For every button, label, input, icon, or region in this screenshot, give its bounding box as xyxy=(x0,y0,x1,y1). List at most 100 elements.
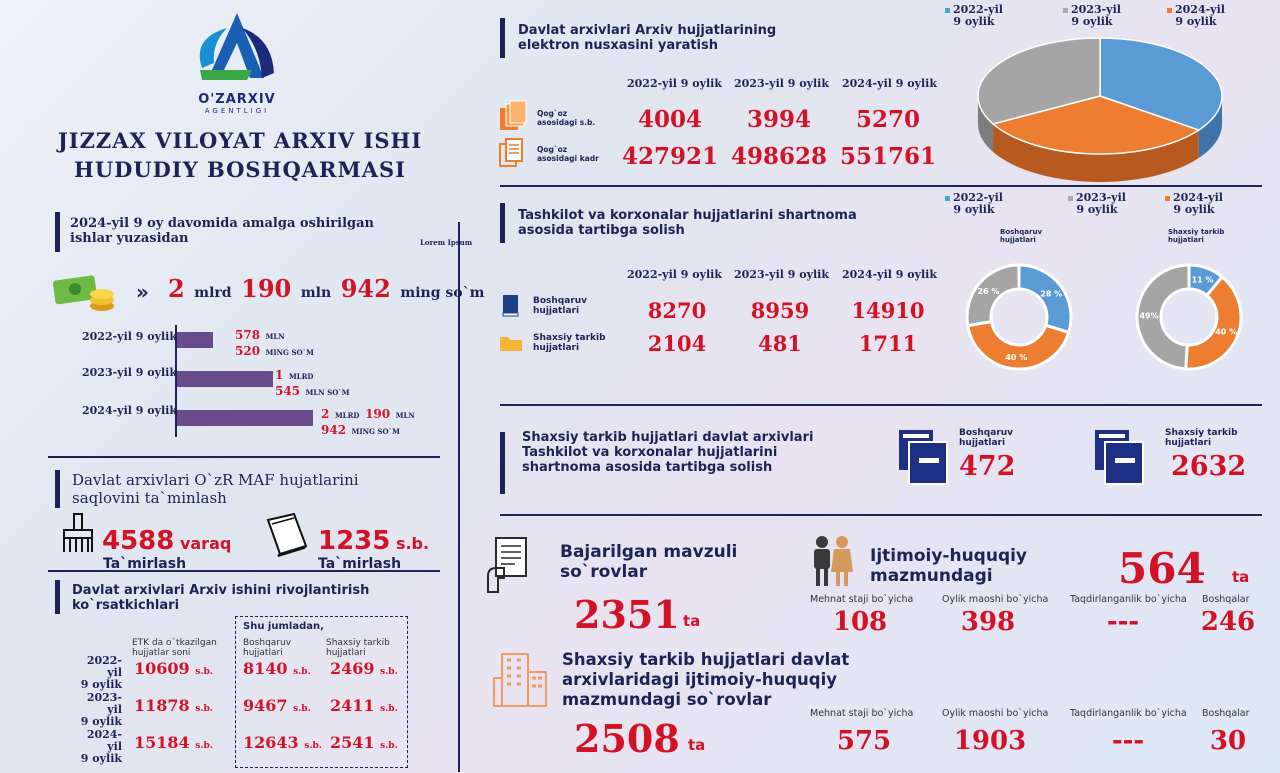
cell-unit: s.b. xyxy=(195,704,213,714)
bar-v1-b: 545 xyxy=(275,384,301,398)
s2-n2: 1235 xyxy=(318,526,391,556)
total-d: mln xyxy=(300,285,332,301)
lorem-text: Lorem Ipsum xyxy=(420,238,473,247)
bar-axis xyxy=(175,325,177,437)
bar-v2-bu: MING SO`M xyxy=(351,427,400,436)
legend-swatch xyxy=(945,7,950,13)
total-c: 190 xyxy=(241,274,292,303)
archive-box-icon xyxy=(897,428,949,486)
value-cell: 398 xyxy=(960,607,1016,637)
cell-value: 15184 xyxy=(134,733,190,752)
row-year: 2024-yil 9 oylik xyxy=(74,729,122,765)
shu-box xyxy=(235,616,408,768)
legend-period: 9 oylik xyxy=(953,15,995,28)
col-header: Boshqalar xyxy=(1202,708,1250,719)
legend-period: 9 oylik xyxy=(1173,203,1215,216)
value-cell: 551761 xyxy=(839,143,937,170)
donut-label: 40 % xyxy=(1005,353,1027,362)
s2-item-2: 1235 s.b. xyxy=(318,526,429,556)
row-label: Boshqaruv hujjatlari xyxy=(533,296,588,316)
row-year-line1: 2022-yil xyxy=(86,654,122,679)
section-title: Shaxsiy tarkib hujjatlari davlat arxivla… xyxy=(562,650,850,709)
section-marker xyxy=(500,18,505,58)
cell-value: 8140 xyxy=(243,659,288,678)
cell-value: 10609 xyxy=(134,659,190,678)
legend-item: 2023-yil 9 oylik xyxy=(1068,192,1126,216)
book-icon xyxy=(500,293,522,319)
legend-period: 9 oylik xyxy=(1071,15,1113,28)
table-cell: 10609 s.b. xyxy=(134,659,213,678)
legend-swatch xyxy=(1167,7,1172,13)
cell-value: 2541 xyxy=(330,733,375,752)
row-year: 2022-yil 9 oylik xyxy=(74,655,122,691)
row-year-line2: 9 oylik xyxy=(80,678,122,691)
cell-unit: s.b. xyxy=(195,667,213,677)
value-cell: --- xyxy=(1106,607,1140,637)
donut-chart-shaxsiy: 11 % 40 % 49% xyxy=(1135,263,1243,371)
donut-title: Shaxsiy tarkib hujjatlari xyxy=(1168,228,1225,244)
pie-slice xyxy=(1099,37,1223,131)
col-header: Boshqalar xyxy=(1202,594,1250,605)
logo-name: O'ZARXIV xyxy=(198,92,276,107)
s2-item-1: 4588 varaq xyxy=(102,526,231,556)
bar-v1-au: MLRD xyxy=(288,372,314,381)
bar-1 xyxy=(177,371,273,387)
legend-swatch xyxy=(1068,195,1073,201)
table-cell: 2411 s.b. xyxy=(330,696,398,715)
value-cell: 4004 xyxy=(637,106,702,133)
pie-slice-side xyxy=(1198,96,1222,159)
shu-label: Shu jumladan, xyxy=(243,621,324,632)
value-cell: 108 xyxy=(832,607,888,637)
divider xyxy=(500,514,1262,516)
bar-value-0: 578 MLN 520 MING SO`M xyxy=(235,327,314,359)
legend-swatch xyxy=(1165,195,1170,201)
donut-label: 11 % xyxy=(1192,275,1214,284)
col-header: Taqdirlanganlik bo`yicha xyxy=(1070,708,1187,719)
section-marker xyxy=(55,580,60,614)
column-divider xyxy=(458,222,460,772)
section-title: Shaxsiy tarkib hujjatlari davlat arxivla… xyxy=(522,430,814,475)
value-cell: 1903 xyxy=(953,726,1027,756)
table-cell: 9467 s.b. xyxy=(243,696,311,715)
bar-v0-bu: MING SO`M xyxy=(265,348,314,357)
cell-value: 12643 xyxy=(243,733,299,752)
row-year: 2023-yil 9 oylik xyxy=(74,692,122,728)
value-cell: 3994 xyxy=(746,106,811,133)
value-cell: 246 xyxy=(1200,607,1256,637)
clipboard-hand-icon xyxy=(484,536,532,594)
documents-icon xyxy=(498,136,528,168)
col-header: Taqdirlanganlik bo`yicha xyxy=(1070,594,1187,605)
bar-v2-ab: 190 xyxy=(365,407,391,421)
table-cell: 2541 s.b. xyxy=(330,733,398,752)
value-cell: 5270 xyxy=(855,106,920,133)
section-title: Ijtimoiy-huquqiy mazmundagi xyxy=(870,546,1028,586)
table-cell: 15184 s.b. xyxy=(134,733,213,752)
legend-swatch xyxy=(1063,7,1068,13)
total-f: ming so`m xyxy=(400,285,485,301)
legend-item: 2022-yil 9 oylik xyxy=(945,4,1003,28)
donut-slice xyxy=(1135,263,1191,371)
legend-item: 2024-yil 9 oylik xyxy=(1165,192,1223,216)
value-cell: 30 xyxy=(1209,726,1247,756)
legend-year: 2023-yil xyxy=(1071,3,1121,16)
legend-item: 2024-yil 9 oylik xyxy=(1167,4,1225,28)
bar-0 xyxy=(177,332,213,348)
col-header: Mehnat staji bo`yicha xyxy=(810,594,914,605)
bar-label-1: 2023-yil 9 oylik xyxy=(82,366,177,379)
donut-slice xyxy=(1184,274,1243,371)
total-value: 564 xyxy=(1118,544,1206,593)
value-cell: 481 xyxy=(758,331,802,356)
folder-icon xyxy=(498,333,524,353)
legend-item: 2022-yil 9 oylik xyxy=(945,192,1003,216)
section-title: 2024-yil 9 oy davomida amalga oshirilgan… xyxy=(70,216,374,246)
donut-label: 26 % xyxy=(977,287,999,296)
legend-year: 2024-yil xyxy=(1175,3,1225,16)
row-label: Qog`oz asosidagi kadr xyxy=(537,145,599,163)
logo-icon xyxy=(199,13,274,80)
legend-period: 9 oylik xyxy=(1175,15,1217,28)
year-header: 2023-yil 9 oylik xyxy=(734,268,829,281)
pie-slice-side xyxy=(978,96,994,152)
legend-year: 2022-yil xyxy=(953,191,1003,204)
value-cell: 1711 xyxy=(858,331,918,356)
org-title-line1: JIZZAX VILOYAT ARXIV ISHI xyxy=(57,128,423,153)
